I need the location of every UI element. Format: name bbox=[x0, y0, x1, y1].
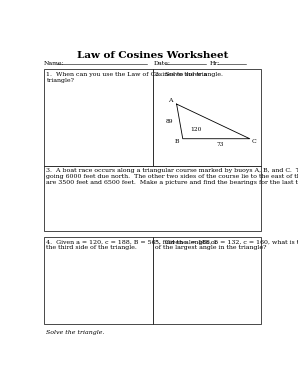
Bar bbox=[44, 237, 153, 323]
Text: 5.  Given a = 188, b = 132, c = 160, what is the value
of the largest angle in t: 5. Given a = 188, b = 132, c = 160, what… bbox=[155, 240, 298, 251]
Text: 1.  When can you use the Law of Cosines to solve a
triangle?: 1. When can you use the Law of Cosines t… bbox=[46, 72, 208, 83]
Text: Date:: Date: bbox=[153, 61, 170, 66]
Text: B: B bbox=[174, 139, 179, 144]
Text: are 3500 feet and 6500 feet.  Make a picture and find the bearings for the last : are 3500 feet and 6500 feet. Make a pict… bbox=[46, 179, 298, 185]
Text: Hr:: Hr: bbox=[210, 61, 220, 66]
Text: Name:: Name: bbox=[44, 61, 65, 66]
Bar bbox=[44, 166, 261, 231]
Text: C: C bbox=[251, 139, 256, 144]
Bar bbox=[153, 237, 261, 323]
Text: A: A bbox=[168, 98, 173, 103]
Text: 89: 89 bbox=[166, 119, 173, 124]
Text: going 6000 feet due north.  The other two sides of the course lie to the east of: going 6000 feet due north. The other two… bbox=[46, 174, 298, 179]
Text: 73: 73 bbox=[216, 142, 224, 147]
Text: Solve the triangle.: Solve the triangle. bbox=[46, 330, 105, 335]
Text: 3.  A boat race occurs along a triangular course marked by buoys A, B, and C.  T: 3. A boat race occurs along a triangular… bbox=[46, 168, 298, 173]
Text: 120: 120 bbox=[190, 127, 202, 132]
Text: 2.  Solve the triangle.: 2. Solve the triangle. bbox=[155, 72, 223, 77]
Text: 4.  Given a = 120, c = 188, B = 56°, find the length of
the third side of the tr: 4. Given a = 120, c = 188, B = 56°, find… bbox=[46, 240, 218, 251]
Bar bbox=[153, 69, 261, 166]
Bar bbox=[44, 69, 153, 166]
Text: Law of Cosines Worksheet: Law of Cosines Worksheet bbox=[77, 51, 228, 60]
